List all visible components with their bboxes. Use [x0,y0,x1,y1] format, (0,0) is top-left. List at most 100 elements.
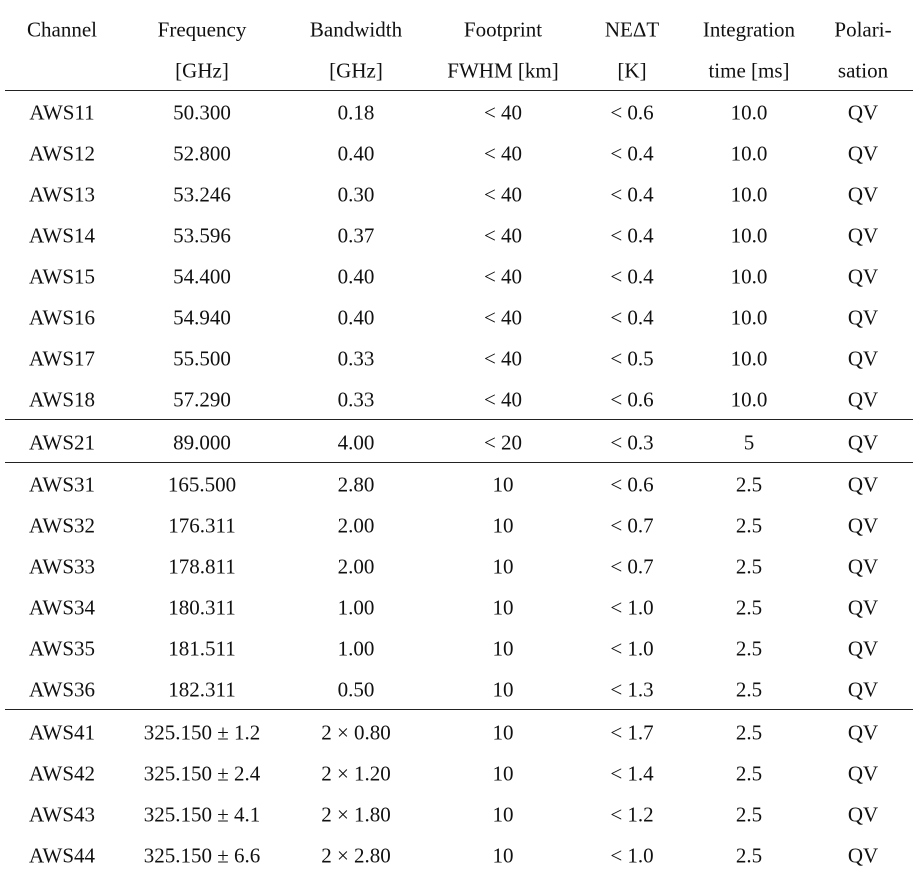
data-cell: < 0.7 [610,554,654,579]
data-cell: 10 [492,761,514,785]
data-cell: QV [847,472,879,497]
data-cell: 0.33 [337,387,375,412]
data-cell: QV [847,346,879,371]
data-cell: 178.811 [168,554,236,579]
data-cell: 2.5 [735,554,763,579]
data-cell: 55.500 [173,346,231,371]
data-cell: 0.50 [337,677,375,702]
data-cell: < 1.7 [610,720,654,744]
data-cell: 10.0 [730,305,768,330]
data-cell: 10.0 [730,223,768,248]
header-cell: [GHz] [175,58,229,83]
data-cell: 10 [492,636,514,661]
data-cell: 325.150 ± 2.4 [143,761,261,785]
data-cell: < 0.6 [610,100,654,125]
channel-cell: AWS33 [29,554,95,579]
channel-cell: AWS12 [29,141,95,166]
data-cell: 325.150 ± 1.2 [143,720,261,744]
data-cell: 2.5 [735,843,763,867]
data-cell: 2.5 [735,677,763,702]
data-cell: QV [847,843,879,867]
data-cell: 0.33 [337,346,375,371]
channel-cell: AWS15 [29,264,95,289]
data-cell: 2.5 [735,802,763,826]
data-cell: 10.0 [730,264,768,289]
data-cell: QV [847,305,879,330]
channel-cell: AWS34 [29,595,95,620]
data-cell: 180.311 [168,595,236,620]
channel-cell: AWS32 [29,513,95,538]
data-cell: QV [847,100,879,125]
header-cell: NEΔT [604,17,660,42]
channel-cell: AWS44 [29,843,95,867]
data-cell: 2.80 [337,472,375,497]
data-cell: 10 [492,513,514,538]
data-cell: 10 [492,472,514,497]
data-cell: 2.5 [735,595,763,620]
data-cell: QV [847,720,879,744]
channel-cell: AWS14 [29,223,95,248]
data-cell: QV [847,802,879,826]
channel-cell: AWS42 [29,761,95,785]
data-cell: 5 [743,430,755,454]
data-cell: 10 [492,554,514,579]
data-cell: < 0.4 [610,305,654,330]
channel-cell: AWS17 [29,346,95,371]
channel-cell: AWS21 [29,430,95,454]
data-cell: 4.00 [337,430,375,454]
rule [5,709,913,710]
data-cell: < 0.6 [610,472,654,497]
data-cell: 10 [492,720,514,744]
data-cell: < 1.0 [610,636,654,661]
header-cell: Polari- [834,17,892,42]
rule [5,419,913,420]
header-cell: Footprint [463,17,543,42]
data-cell: < 1.3 [610,677,654,702]
data-cell: 54.400 [173,264,231,289]
channel-cell: AWS13 [29,182,95,207]
header-cell: sation [837,58,889,83]
data-cell: QV [847,430,879,454]
data-cell: 10 [492,843,514,867]
data-cell: 2.00 [337,554,375,579]
header-cell: Channel [27,17,97,42]
data-cell: 176.311 [168,513,236,538]
channel-cell: AWS35 [29,636,95,661]
data-cell: < 0.4 [610,264,654,289]
data-cell: 10.0 [730,387,768,412]
channel-cell: AWS43 [29,802,95,826]
data-cell: 1.00 [337,595,375,620]
channel-cell: AWS18 [29,387,95,412]
data-cell: QV [847,182,879,207]
data-cell: 0.30 [337,182,375,207]
data-cell: 52.800 [173,141,231,166]
header-cell: [GHz] [329,58,383,83]
data-cell: QV [847,513,879,538]
data-cell: < 40 [483,387,523,412]
data-cell: < 40 [483,305,523,330]
header-cell: [K] [617,58,647,83]
data-cell: QV [847,677,879,702]
data-cell: 2.5 [735,636,763,661]
data-cell: 182.311 [168,677,236,702]
header-cell: Integration [702,17,796,42]
data-cell: QV [847,554,879,579]
data-cell: < 40 [483,346,523,371]
data-cell: 325.150 ± 4.1 [143,802,261,826]
data-cell: 53.596 [173,223,231,248]
data-cell: < 0.7 [610,513,654,538]
header-cell: Bandwidth [309,17,403,42]
data-cell: < 0.3 [610,430,654,454]
data-cell: 0.37 [337,223,375,248]
data-cell: 181.511 [168,636,236,661]
data-cell: < 0.4 [610,141,654,166]
data-cell: < 1.0 [610,843,654,867]
data-cell: 2 × 1.20 [321,761,391,785]
data-cell: QV [847,636,879,661]
data-cell: QV [847,387,879,412]
data-cell: 0.40 [337,305,375,330]
rule [5,461,913,463]
data-cell: 2.5 [735,513,763,538]
data-cell: 10.0 [730,182,768,207]
